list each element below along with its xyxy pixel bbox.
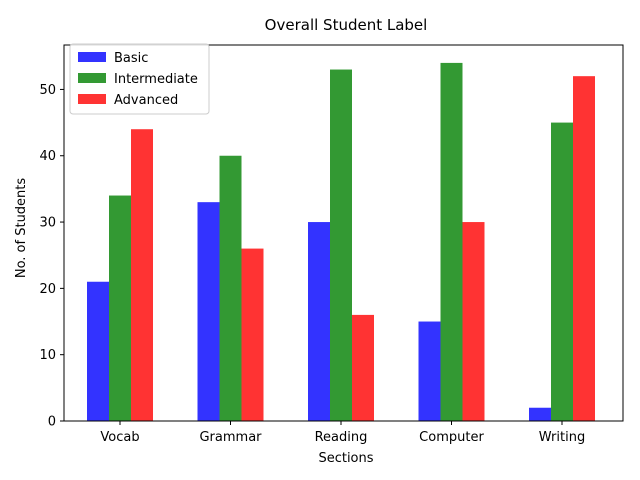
bar-advanced-computer bbox=[462, 222, 485, 421]
bar-advanced-writing bbox=[573, 76, 595, 422]
bar-basic-reading bbox=[308, 222, 330, 421]
bar-intermediate-writing bbox=[551, 122, 573, 421]
y-tick-label: 30 bbox=[39, 216, 56, 231]
bar-intermediate-vocab bbox=[109, 195, 131, 421]
x-tick-label: Reading bbox=[315, 430, 368, 445]
legend-label-intermediate: Intermediate bbox=[114, 72, 198, 87]
y-tick-label: 50 bbox=[39, 83, 56, 98]
legend-swatch-advanced bbox=[78, 94, 106, 104]
bar-basic-computer bbox=[418, 321, 441, 421]
bar-advanced-grammar bbox=[241, 248, 264, 421]
legend-label-advanced: Advanced bbox=[114, 93, 178, 108]
bar-advanced-vocab bbox=[131, 129, 153, 421]
bar-intermediate-grammar bbox=[219, 155, 242, 421]
legend: Basic Intermediate Advanced bbox=[69, 43, 210, 115]
x-tick-label: Grammar bbox=[199, 430, 262, 445]
legend-swatch-intermediate bbox=[78, 73, 106, 83]
y-axis-ticks: 0 10 20 30 40 50 bbox=[39, 83, 64, 430]
y-tick-label: 0 bbox=[48, 415, 56, 430]
y-tick-label: 20 bbox=[39, 282, 56, 297]
x-tick-label: Vocab bbox=[100, 430, 139, 445]
y-tick-label: 10 bbox=[39, 348, 56, 363]
x-axis-ticks: Vocab Grammar Reading Computer Writing bbox=[100, 421, 585, 445]
bar-basic-writing bbox=[529, 407, 551, 421]
y-axis-label: No. of Students bbox=[14, 178, 29, 279]
x-axis-label: Sections bbox=[318, 451, 373, 466]
bar-intermediate-reading bbox=[330, 69, 352, 421]
chart-title: Overall Student Label bbox=[265, 16, 428, 34]
x-tick-label: Computer bbox=[419, 430, 484, 445]
plot-frame bbox=[63, 44, 624, 422]
bar-basic-vocab bbox=[87, 281, 109, 421]
legend-label-basic: Basic bbox=[114, 51, 148, 66]
y-tick-label: 40 bbox=[39, 149, 56, 164]
legend-swatch-basic bbox=[78, 52, 106, 62]
bars-group bbox=[87, 62, 595, 422]
bar-advanced-reading bbox=[352, 314, 374, 421]
bar-intermediate-computer bbox=[440, 62, 463, 422]
x-tick-label: Writing bbox=[539, 430, 585, 445]
bar-basic-grammar bbox=[197, 202, 220, 421]
